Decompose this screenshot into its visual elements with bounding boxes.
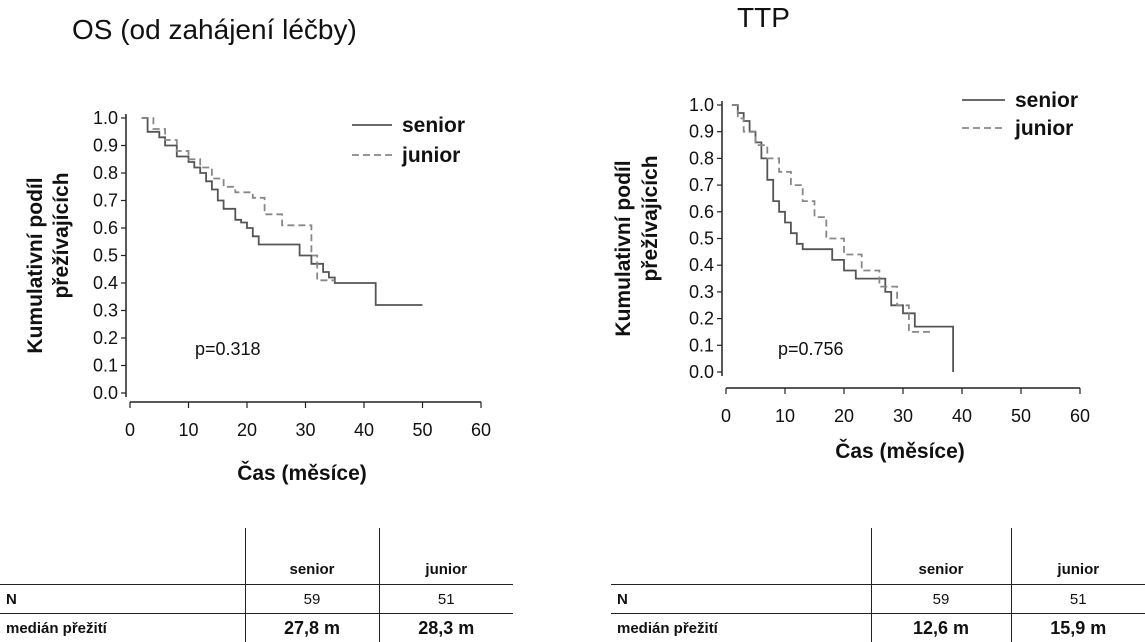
x-tick-label: 40 [952,406,972,426]
y-tick-label: 0.0 [93,383,118,403]
y-tick-label: 1.0 [93,108,118,128]
legend-label-senior: senior [1015,89,1078,112]
x-axis-title: Čas (měsíce) [237,461,367,485]
y-tick-label: 0.5 [93,246,118,266]
table-header-empty [0,528,245,585]
y-tick-label: 0.4 [93,273,118,293]
x-tick-label: 60 [1070,406,1090,426]
series-line-senior [142,118,423,305]
y-tick-label: 0.3 [93,301,118,321]
cell-junior: 28,3 m [379,614,513,642]
table-header-senior: senior [245,528,379,585]
x-tick-label: 30 [295,420,315,440]
x-tick-label: 0 [125,420,135,440]
table-row: N 59 51 [611,585,1145,614]
y-axis-title: Kumulativní podíl [24,177,47,353]
x-tick-label: 50 [1011,406,1031,426]
row-label: medián přežití [611,614,871,642]
x-tick-label: 20 [834,406,854,426]
y-tick-label: 0.4 [689,255,714,275]
y-tick-label: 0.7 [93,191,118,211]
x-tick-label: 0 [721,406,731,426]
table-row: medián přežití 12,6 m 15,9 m [611,614,1145,642]
y-tick-label: 0.3 [689,282,714,302]
y-tick-label: 0.9 [689,122,714,142]
y-tick-label: 0.1 [93,356,118,376]
table-header-row: senior junior [0,528,513,585]
y-tick-label: 0.7 [689,175,714,195]
row-label: medián přežití [0,614,245,642]
y-axis-title: přežívajících [50,172,73,298]
cell-senior: 27,8 m [245,614,379,642]
x-axis-title: Čas (měsíce) [835,439,965,463]
y-tick-label: 0.2 [689,309,714,329]
x-tick-label: 50 [412,420,432,440]
p-value-label: p=0.756 [778,339,844,359]
x-tick-label: 30 [893,406,913,426]
y-tick-label: 0.8 [93,163,118,183]
y-tick-label: 0.9 [93,136,118,156]
cell-junior: 51 [379,585,513,614]
table-header-junior: junior [379,528,513,585]
y-axis-title: přežívajících [639,155,662,281]
table-row: N 59 51 [0,585,513,614]
row-label: N [611,585,871,614]
table-header-empty [611,528,871,585]
y-tick-label: 1.0 [689,95,714,115]
x-tick-label: 40 [354,420,374,440]
legend-label-senior: senior [402,114,465,137]
x-tick-label: 60 [471,420,491,440]
y-tick-label: 0.6 [93,218,118,238]
y-tick-label: 0.8 [689,148,714,168]
table-row: medián přežití 27,8 m 28,3 m [0,614,513,642]
cell-senior: 59 [245,585,379,614]
row-label: N [0,585,245,614]
x-tick-label: 10 [178,420,198,440]
table-header-senior: senior [871,528,1011,585]
y-tick-label: 0.1 [689,335,714,355]
y-tick-label: 0.2 [93,328,118,348]
y-axis-title: Kumulativní podíl [612,160,635,336]
p-value-label: p=0.318 [195,339,261,359]
y-tick-label: 0.5 [689,229,714,249]
x-tick-label: 20 [237,420,257,440]
legend-label-junior: junior [401,144,460,167]
cell-junior: 51 [1011,585,1145,614]
table-header-junior: junior [1011,528,1145,585]
y-tick-label: 0.0 [689,362,714,382]
table-header-row: senior junior [611,528,1145,585]
cell-senior: 59 [871,585,1011,614]
y-tick-label: 0.6 [689,202,714,222]
legend-label-junior: junior [1014,117,1073,140]
x-tick-label: 10 [775,406,795,426]
cell-senior: 12,6 m [871,614,1011,642]
series-line-junior [732,105,933,332]
cell-junior: 15,9 m [1011,614,1145,642]
